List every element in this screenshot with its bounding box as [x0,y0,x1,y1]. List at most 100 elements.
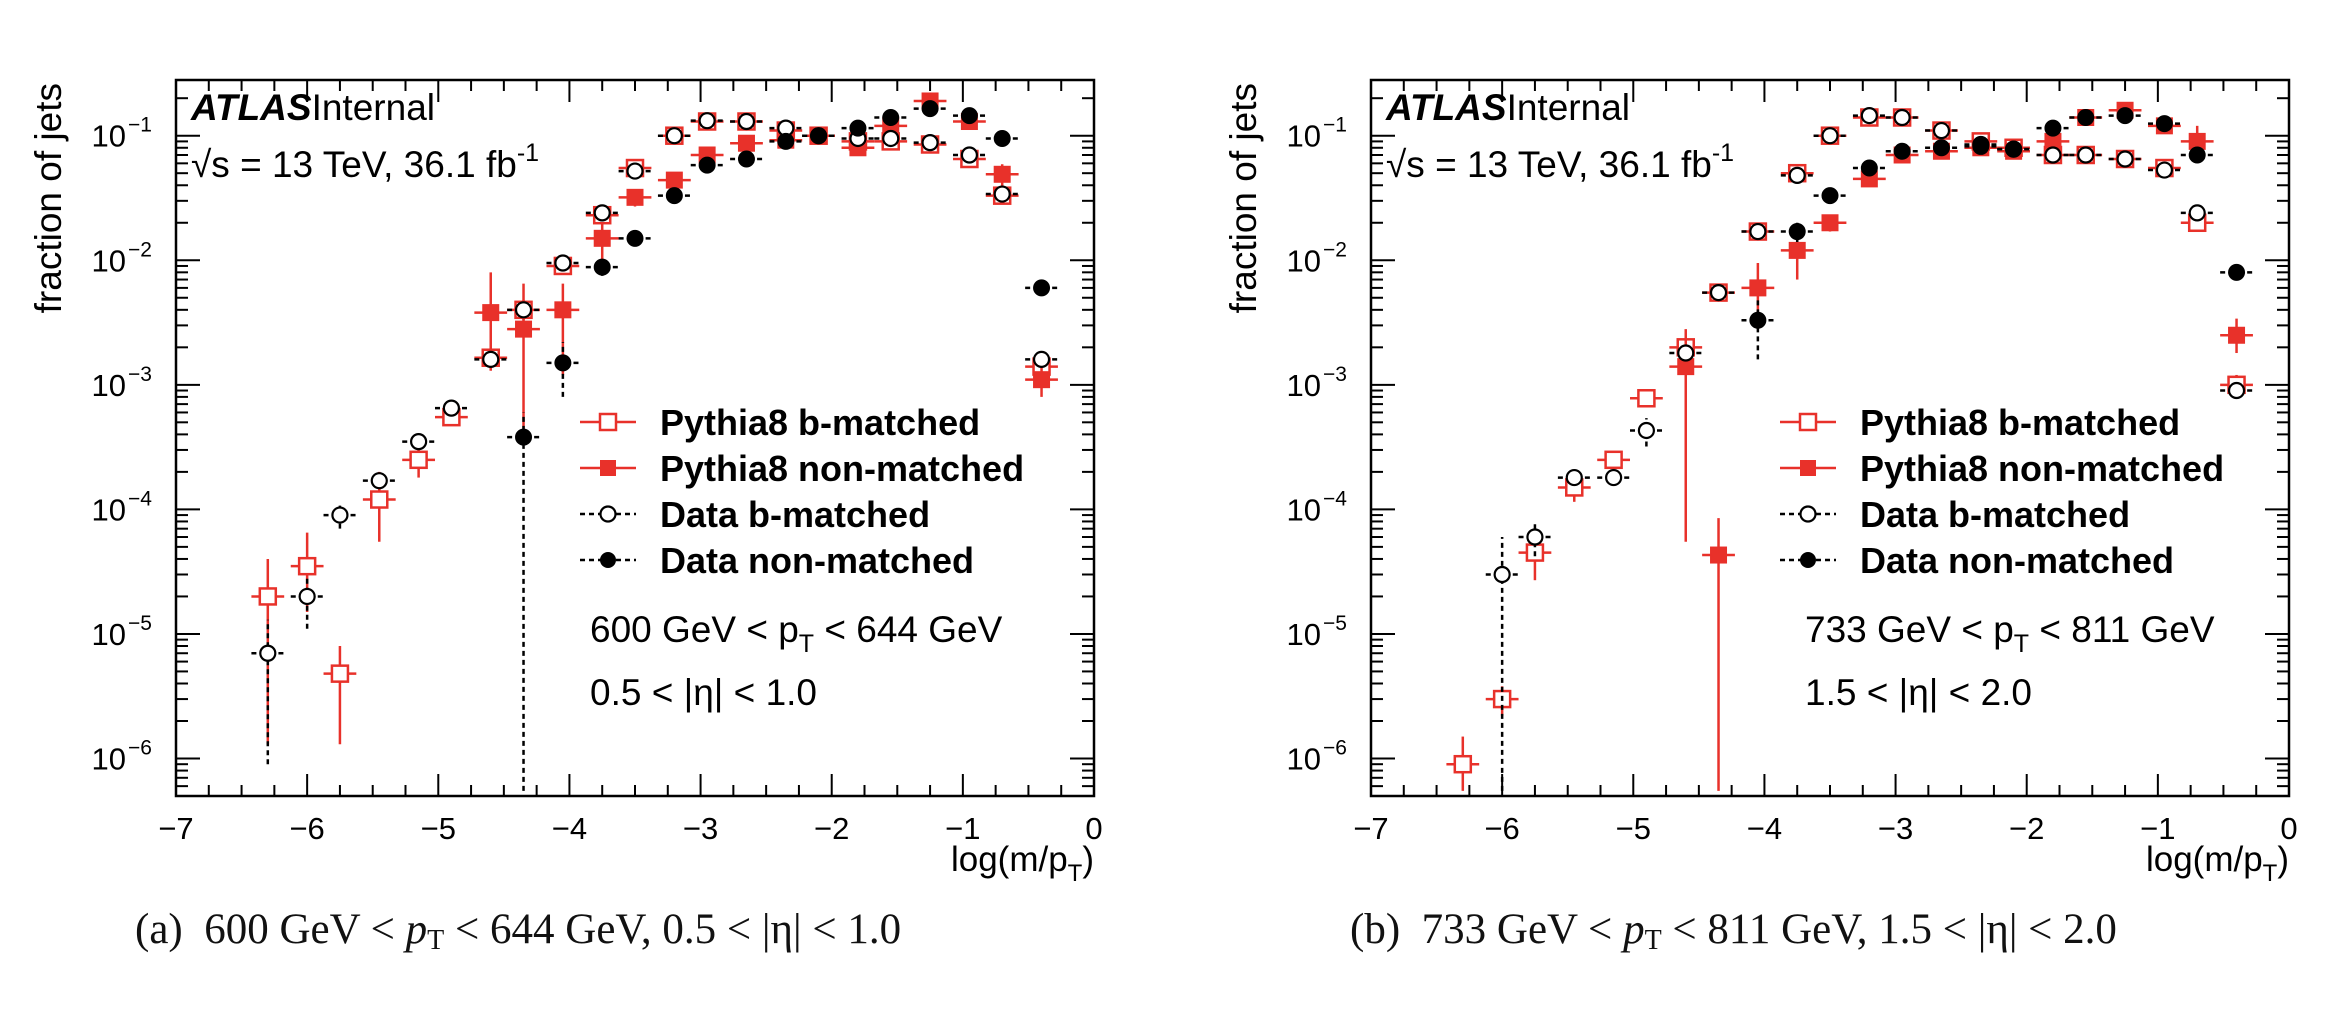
data-point [2228,263,2246,281]
series-data-non-matched [1741,107,2253,360]
data-point [626,229,644,247]
data-point [1032,350,1051,368]
data-point [849,119,867,137]
y-tick-label: 10 [1287,243,1321,278]
x-tick-label: −7 [1353,811,1388,846]
legend-marker [600,460,616,476]
y-tick-exponent: −2 [128,238,152,261]
x-tick-label: −1 [2140,811,2175,846]
data-point [960,107,978,125]
data-point [810,127,828,145]
data-point [1932,121,1951,140]
x-axis-label: log(m/pT) [951,840,1094,887]
data-point [665,187,683,205]
data-point [1033,371,1051,389]
data-point [442,399,460,417]
legend-entry: Data b-matched [660,494,930,535]
data-point [665,127,683,145]
data-point [2228,326,2246,344]
data-point [297,556,317,576]
data-point [1526,528,1544,546]
x-tick-label: 0 [1085,811,1102,846]
legend-marker [1798,412,1818,432]
y-tick-label: 10 [1287,742,1321,777]
x-tick-label: −4 [1747,811,1782,846]
data-point [737,134,755,152]
y-tick-label: 10 [1287,492,1321,527]
data-point [1709,284,1728,302]
data-point [665,171,683,189]
data-point [1932,139,1950,157]
caption-var-b: p [1623,906,1645,953]
legend: Pythia8 b-matched Pythia8 non-matched Data… [1780,402,2224,581]
caption-b: (b) 733 GeV < pT < 811 GeV, 1.5 < |η| < … [1350,905,2117,957]
data-point [1788,166,1806,185]
x-tick-label: −2 [814,811,849,846]
data-point [482,350,500,368]
y-tick-exponent: −3 [1323,363,1347,386]
data-point [1677,344,1695,362]
y-tick-exponent: −5 [1323,612,1347,635]
data-point [1788,223,1806,241]
data-point [960,146,979,164]
y-tick-exponent: −6 [128,737,152,760]
caption-var-a: p [405,906,428,953]
cut-label: 733 GeV < pT < 811 GeV [1805,609,2215,658]
data-point [1893,108,1911,127]
data-point [554,254,572,272]
data-point [1749,311,1767,329]
data-point [1710,546,1728,564]
y-tick-exponent: −1 [1323,114,1347,137]
y-tick-label: 10 [92,368,126,403]
caption-sub-b: T [1644,925,1662,956]
legend-entry: Data non-matched [1860,540,2174,581]
data-point [1637,389,1656,408]
y-tick-label: 10 [1287,368,1321,403]
cut-label: 1.5 < |η| < 2.0 [1805,672,2032,713]
chart-a: −7 −6 −5 −4 −3 −2 −1 010−610−510−410−310−210 −1f… [28,78,1103,887]
chart-panel-b: −7 −6 −5 −4 −3 −2 −1 0 10 −6 10 −5 10 −4 10 −3 10 −2 10 −1 f… [1215,0,2349,1010]
data-point [2077,146,2095,164]
cut-label: 600 GeV < pT < 644 GeV [590,609,1003,658]
data-point [626,162,644,180]
data-point [993,129,1011,147]
data-point [737,112,756,131]
data-point [1604,450,1623,470]
data-point [1605,468,1623,487]
y-tick-label: 10 [92,243,126,278]
data-point [1821,127,1839,145]
y-axis-label: fraction of jets [28,83,69,313]
x-tick-label: 0 [2280,811,2297,846]
data-point [2044,119,2062,137]
data-point [993,165,1011,183]
data-point [409,450,428,470]
data-point [1637,421,1655,440]
caption-label-a: (a) [135,906,183,953]
legend-entry: Data non-matched [660,540,974,581]
legend-marker [1799,505,1817,523]
legend-entry: Pythia8 b-matched [1860,402,2180,443]
data-point [554,354,572,372]
y-tick-exponent: −4 [1323,487,1347,510]
legend-entry: Pythia8 b-matched [660,402,980,443]
caption-text-b: 733 GeV < [1421,906,1613,953]
y-tick-exponent: −1 [128,114,152,137]
data-point [593,204,611,222]
data-point [2188,204,2206,222]
caption-rest-a: < 644 GeV, 0.5 < |η| < 1.0 [455,906,902,953]
data-point [698,156,716,174]
data-point [370,490,389,509]
data-point [2155,161,2174,179]
atlas-label: ATLASInternal [190,87,435,128]
legend-entry: Pythia8 non-matched [1860,448,2224,489]
data-point [698,112,716,130]
x-tick-label: −4 [552,811,587,846]
data-point [2155,115,2173,133]
data-point [259,644,277,662]
caption-sub-a: T [427,925,445,956]
data-point [330,664,350,683]
x-tick-label: −3 [1878,811,1913,846]
data-point [593,258,611,276]
y-tick-label: 10 [92,742,126,777]
y-tick-label: 10 [92,492,126,527]
